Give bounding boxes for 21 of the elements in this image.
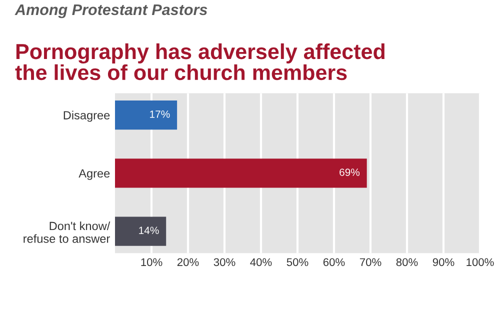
- y-tick-label: Disagree: [64, 110, 110, 122]
- bar: [115, 100, 178, 130]
- x-tick-label: 70%: [360, 258, 382, 266]
- x-tick-label: 80%: [396, 258, 418, 266]
- x-tick-label: 20%: [177, 258, 199, 266]
- x-tick-label: 10%: [141, 258, 162, 266]
- x-tick-label: 100%: [466, 258, 494, 266]
- data-label: 69%: [340, 168, 360, 176]
- x-tick-label: 90%: [432, 258, 454, 266]
- y-tick-label: Agree: [78, 169, 110, 180]
- x-tick-label: 30%: [214, 258, 236, 266]
- bar: [115, 158, 367, 188]
- y-tick-label: Don't know/ refuse to answer: [24, 222, 110, 243]
- data-label: 14%: [139, 226, 159, 234]
- chart-subtitle: Among Protestant Pastors: [14, 4, 208, 18]
- bar: [115, 216, 166, 246]
- chart-title: Pornography has adversely affected the lives of our church members: [15, 43, 384, 80]
- x-tick-label: 50%: [286, 258, 308, 266]
- data-label: 17%: [150, 110, 170, 118]
- x-tick-label: 40%: [250, 258, 272, 266]
- x-tick-label: 60%: [323, 258, 345, 266]
